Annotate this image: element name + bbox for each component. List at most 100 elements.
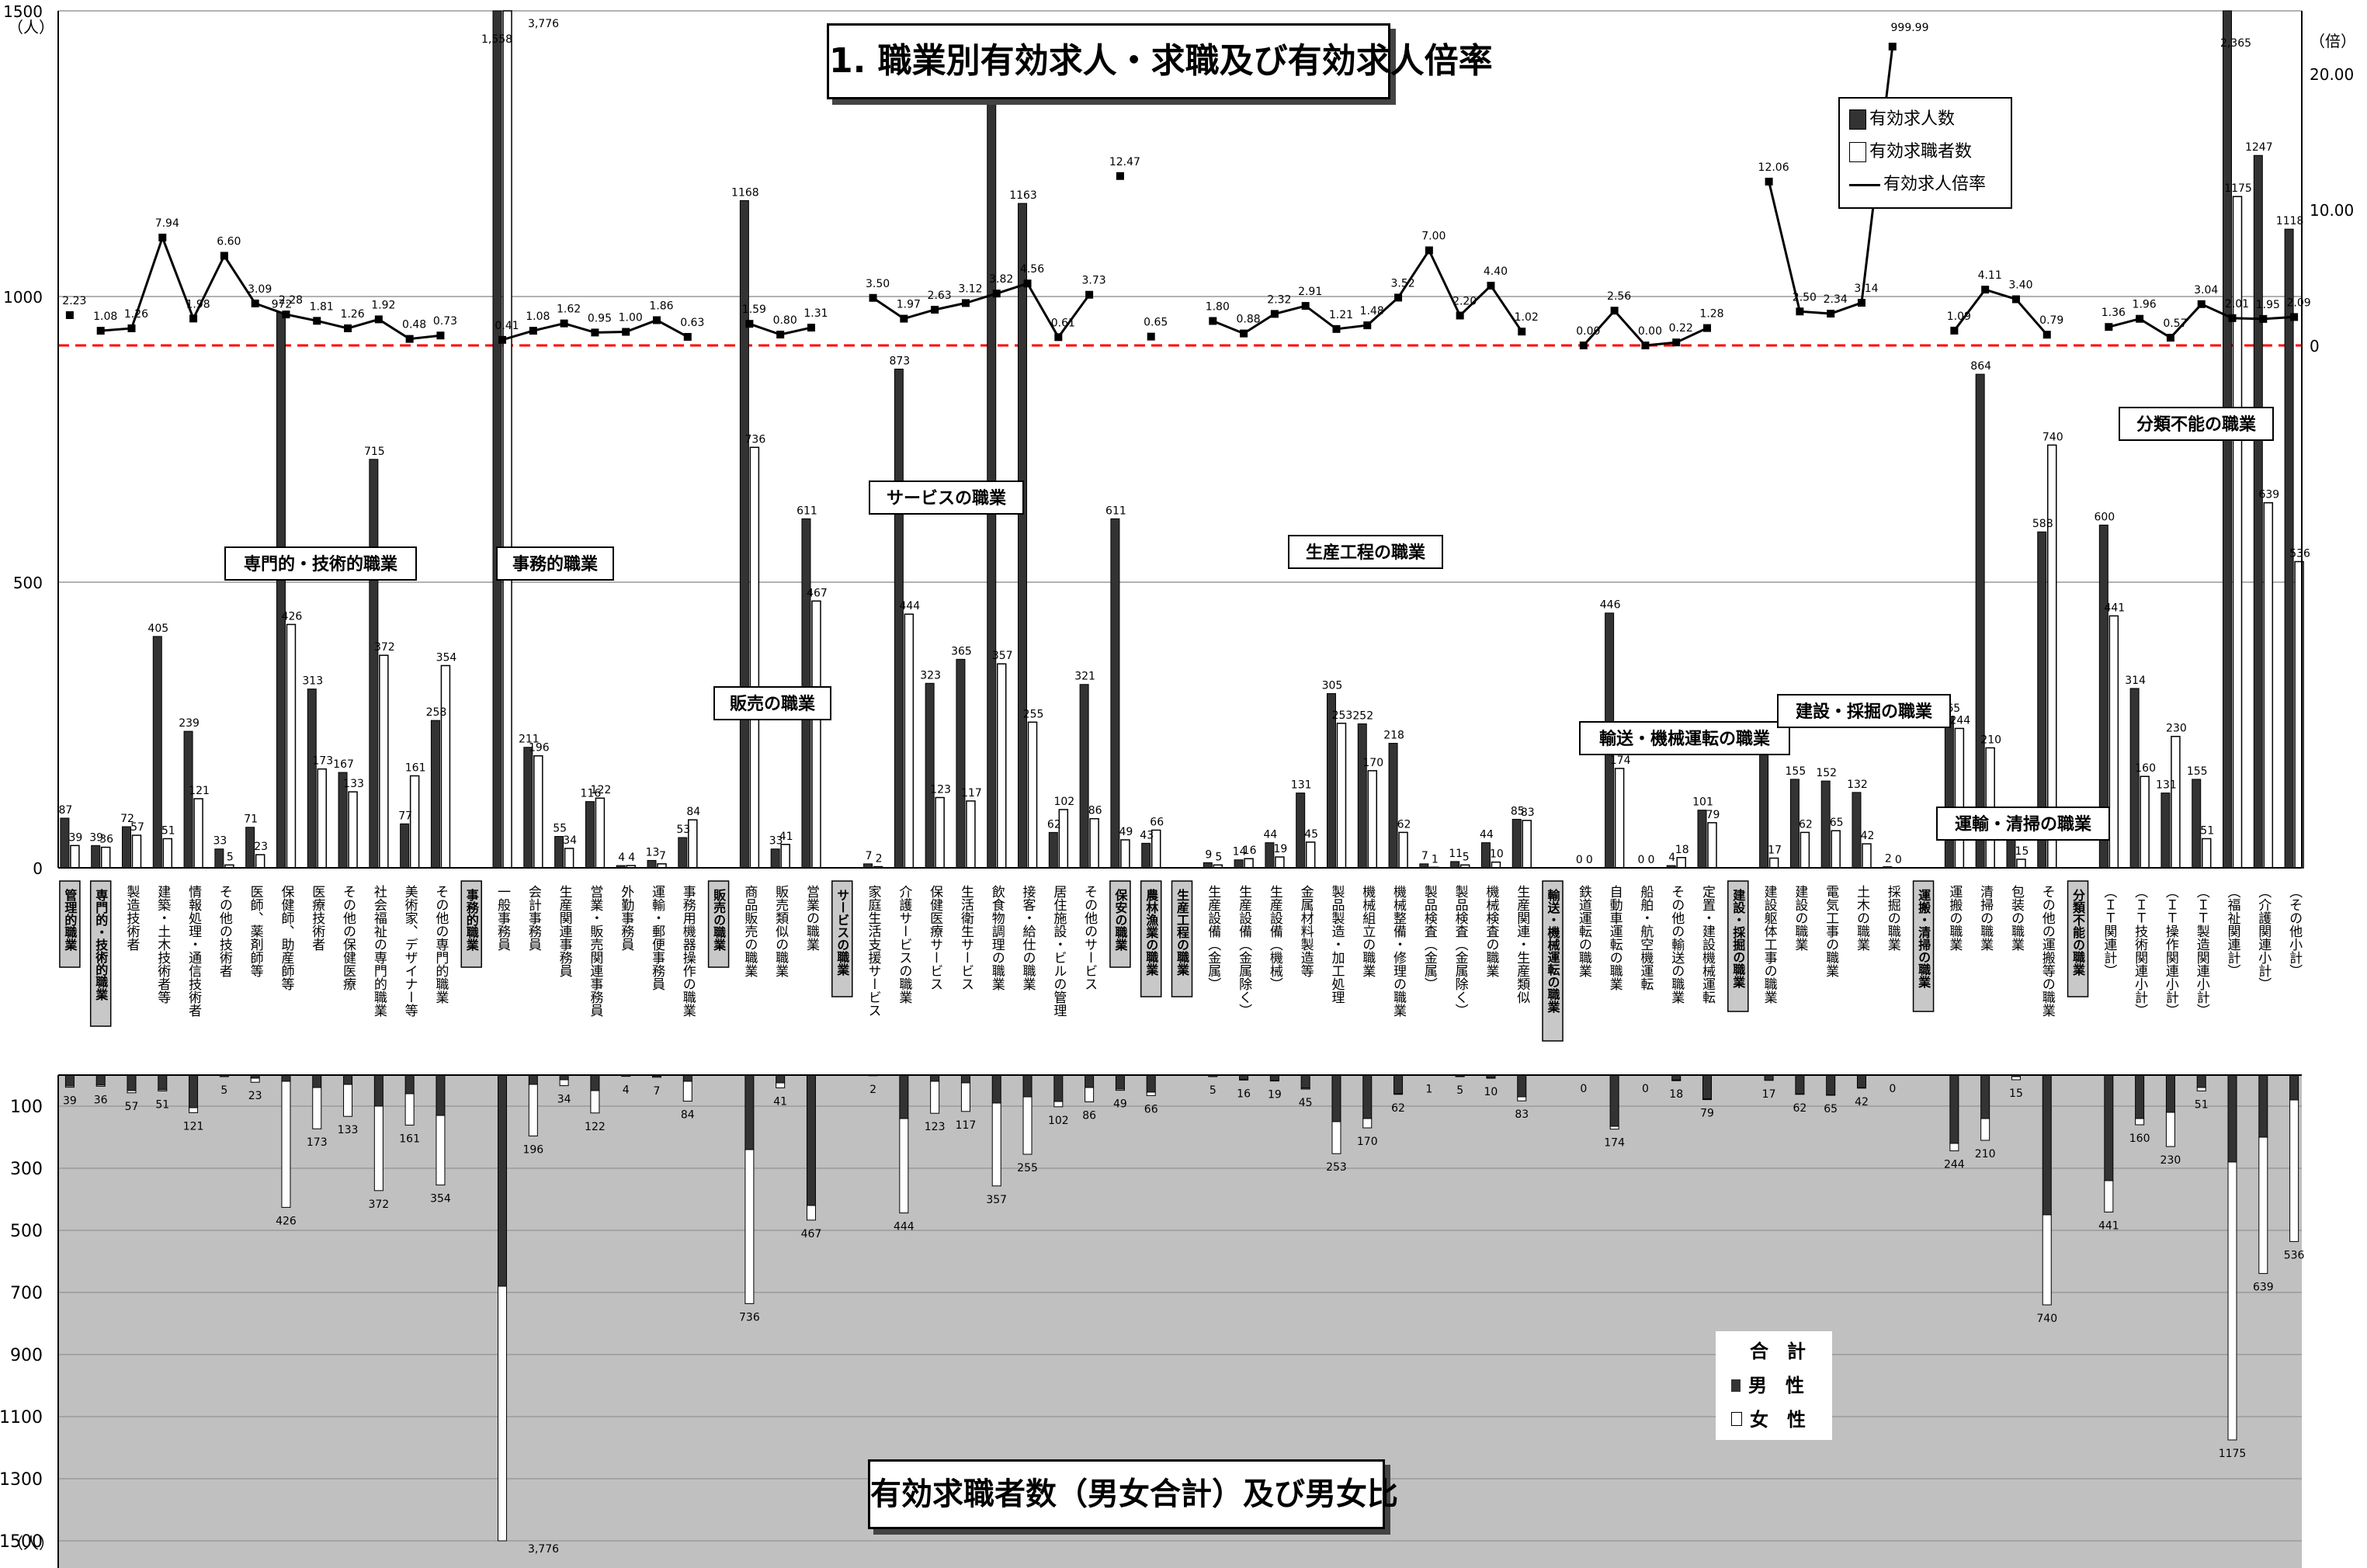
male-bar xyxy=(2104,1074,2114,1181)
female-bar xyxy=(1517,1096,1527,1101)
male-bar xyxy=(2042,1074,2052,1216)
seekers-data-label: 45 xyxy=(1304,828,1318,841)
openings-data-label: 77 xyxy=(398,810,412,822)
seekers-data-label: 36 xyxy=(99,834,113,846)
openings-data-label: 131 xyxy=(2156,779,2177,792)
male-bar xyxy=(1362,1074,1373,1119)
seekers-bottom-label: 102 xyxy=(1048,1115,1069,1127)
group-title: サービスの職業 xyxy=(887,488,1007,508)
category-label: その他の運搬等の職業 xyxy=(2039,885,2056,1017)
ratio-data-label: 4.11 xyxy=(1978,269,2002,282)
openings-data-label: 211 xyxy=(519,734,540,746)
group-category-label: 生産工程の職業 xyxy=(1175,888,1190,977)
group-category-label: 専門的・技術的職業 xyxy=(93,889,109,1001)
ratio-point xyxy=(1950,326,1959,335)
seekers-bottom-label: 34 xyxy=(557,1094,571,1106)
ratio-point xyxy=(1209,317,1217,325)
group-category-box xyxy=(1140,880,1162,997)
ratio-line xyxy=(100,234,441,341)
seekers-bar xyxy=(1089,817,1099,869)
openings-bar xyxy=(1759,750,1769,869)
category-label: （ＩＴ関連計） xyxy=(2101,885,2117,977)
openings-bar xyxy=(554,836,564,869)
category-label: 一般事務員 xyxy=(495,885,511,951)
openings-data-label: 167 xyxy=(333,758,354,771)
seekers-bottom-label: 5 xyxy=(1210,1084,1216,1097)
ratio-point xyxy=(344,324,352,332)
top-gridlines xyxy=(58,10,2302,583)
seekers-bottom-label: 121 xyxy=(183,1120,204,1133)
ratio-point xyxy=(652,316,661,324)
category-label: 保健師、助産師等 xyxy=(278,885,294,990)
category-label: 保健医療サービス xyxy=(927,885,943,990)
openings-bar xyxy=(152,636,162,869)
seekers-bottom-label: 51 xyxy=(2195,1098,2209,1111)
seekers-data-label: 15 xyxy=(2015,845,2029,858)
openings-bar xyxy=(1357,723,1367,869)
category-label: その他の技術者 xyxy=(217,885,233,977)
ratio-data-label: 1.31 xyxy=(803,307,828,320)
male-bar xyxy=(312,1074,322,1088)
openings-bar xyxy=(1450,861,1460,869)
openings-bar xyxy=(245,827,255,869)
ratio-data-label: 3.12 xyxy=(958,283,982,295)
ratio-point xyxy=(776,331,785,338)
seekers-bar xyxy=(2171,735,2181,869)
female-bar xyxy=(1053,1101,1064,1108)
seekers-bottom-label: 255 xyxy=(1017,1162,1038,1174)
ratio-data-label: 1.81 xyxy=(310,300,334,313)
openings-bar xyxy=(1511,818,1522,869)
category-label: 清掃の職業 xyxy=(1977,885,1994,951)
female-bar xyxy=(1455,1075,1465,1077)
seekers-bar xyxy=(1862,843,1872,869)
ratio-data-label: 4.56 xyxy=(1020,263,1044,276)
ratio-data-label: 1.95 xyxy=(2256,299,2280,311)
ratio-point xyxy=(1301,302,1310,310)
openings-data-label: 239 xyxy=(179,717,200,730)
category-label: 土木の職業 xyxy=(1854,885,1870,951)
legend-swatch-light xyxy=(1849,142,1866,162)
category-label: 接客・給仕の職業 xyxy=(1020,885,1036,990)
ratio-point xyxy=(1147,332,1155,341)
openings-data-label: 101 xyxy=(1692,796,1713,809)
seekers-data-label: 639 xyxy=(2258,489,2279,501)
group-title: 専門的・技術的職業 xyxy=(244,554,398,574)
openings-data-label: 365 xyxy=(951,645,972,657)
female-bar xyxy=(2042,1214,2052,1306)
seekers-data-label: 65 xyxy=(1830,817,1844,829)
male-bar xyxy=(2258,1074,2268,1138)
group-category-label: 農林漁業の職業 xyxy=(1144,888,1159,977)
seekers-bottom-label: 736 xyxy=(739,1311,760,1323)
seekers-bar xyxy=(286,623,297,869)
seekers-data-label: 39 xyxy=(68,831,82,844)
openings-bar xyxy=(523,747,533,869)
category-label: 家庭生活支援サービス xyxy=(866,885,882,1017)
male-bar xyxy=(343,1074,353,1085)
group-category-label: 分類不能の職業 xyxy=(2070,889,2086,977)
seekers-data-label: 210 xyxy=(1980,734,2001,746)
seekers-bottom-label: 372 xyxy=(368,1199,389,1211)
seekers-bottom-label: 1 xyxy=(1425,1083,1432,1095)
group-category-box xyxy=(1542,880,1564,1042)
male-bar xyxy=(960,1074,970,1084)
openings-data-label: 13 xyxy=(646,846,660,859)
break-label: 2,365 xyxy=(2220,37,2251,50)
ratio-point xyxy=(683,332,692,341)
ratio-point xyxy=(1332,324,1341,333)
male-bar xyxy=(744,1074,755,1150)
openings-bar xyxy=(2160,793,2171,869)
ratio-point xyxy=(1425,246,1433,255)
ratio-point xyxy=(2105,323,2113,331)
female-bar xyxy=(1702,1098,1713,1101)
legend-openings-label: 有効求人数 xyxy=(1869,109,1956,129)
right-tick-label: 10.00 xyxy=(2310,201,2354,220)
seekers-bottom-label: 444 xyxy=(894,1221,915,1233)
ratio-series: 2.23 1.08 1.26 7.94 1.98 6.60 3.09 2.28 1.81 1.26… xyxy=(62,43,2311,349)
ratio-point xyxy=(1888,43,1897,50)
male-bar xyxy=(1764,1074,1774,1081)
openings-bar xyxy=(183,730,193,869)
ratio-point xyxy=(961,299,970,307)
openings-bar xyxy=(2192,779,2202,869)
group-title: 事務的職業 xyxy=(512,554,599,574)
female-bar xyxy=(1362,1118,1373,1129)
